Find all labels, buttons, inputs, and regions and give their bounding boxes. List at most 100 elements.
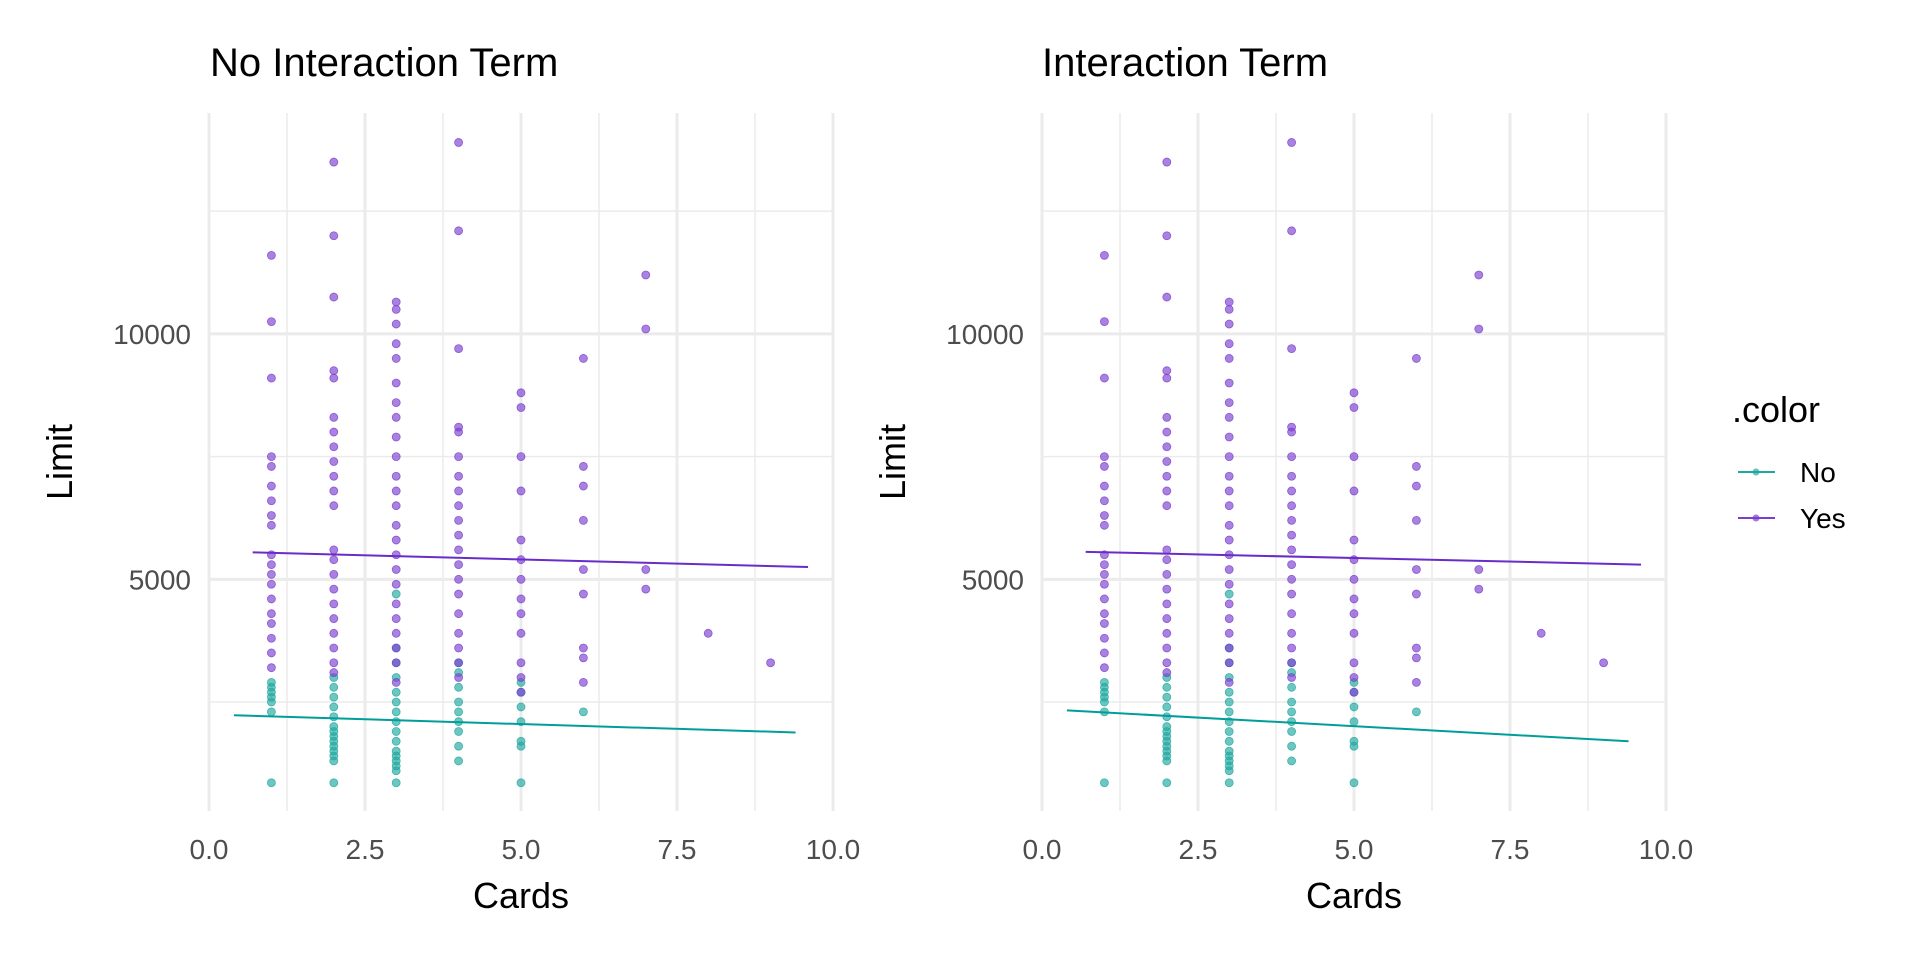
data-point-yes xyxy=(391,535,401,545)
data-point-yes xyxy=(391,579,401,589)
data-point-yes xyxy=(1100,317,1109,327)
data-point-yes xyxy=(1287,545,1296,555)
data-point-yes xyxy=(1287,643,1296,653)
data-point-yes xyxy=(1474,584,1484,594)
data-point-yes xyxy=(454,643,464,653)
x-tick-labels: 0.0 2.5 5.0 7.5 10.0 xyxy=(1023,834,1694,865)
data-point-no xyxy=(516,736,526,746)
data-point-yes xyxy=(454,138,464,147)
data-point-yes xyxy=(516,609,526,619)
data-point-yes xyxy=(266,594,276,604)
y-axis-label: Limit xyxy=(872,424,913,500)
data-point-yes xyxy=(1412,354,1421,363)
data-point-yes xyxy=(391,339,401,349)
y-tick-labels: 5000 10000 xyxy=(113,319,191,595)
data-point-no xyxy=(454,697,464,707)
data-point-yes xyxy=(454,422,464,432)
data-point-no xyxy=(329,712,339,722)
data-point-no xyxy=(1287,727,1296,736)
data-point-yes xyxy=(1162,231,1172,241)
data-point-yes xyxy=(1224,535,1234,545)
panel-title: Interaction Term xyxy=(1042,41,1328,85)
panel-no-interaction: No Interaction Term 0.0 2.5 5.0 7.5 10.0 500… xyxy=(39,41,860,916)
data-point-yes xyxy=(454,609,464,619)
data-point-yes xyxy=(454,501,464,511)
data-point-no xyxy=(1287,756,1296,766)
data-point-yes xyxy=(266,579,276,589)
data-point-yes xyxy=(1100,373,1109,383)
data-point-no xyxy=(579,707,588,717)
data-point-yes xyxy=(703,628,713,638)
data-point-yes xyxy=(1224,398,1234,408)
data-point-yes xyxy=(1349,452,1359,462)
data-point-yes xyxy=(641,565,651,574)
data-point-yes xyxy=(1287,609,1296,619)
panel-interaction: Interaction Term 0.0 2.5 5.0 7.5 10.0 5000 10… xyxy=(872,41,1693,916)
data-point-yes xyxy=(516,687,526,697)
data-point-no xyxy=(1224,746,1234,756)
y-tick-label: 10000 xyxy=(946,319,1024,350)
data-point-yes xyxy=(579,677,588,687)
data-point-no xyxy=(1162,702,1172,712)
data-point-yes xyxy=(329,643,339,653)
data-point-yes xyxy=(454,545,464,555)
x-tick-label: 0.0 xyxy=(190,834,229,865)
data-point-yes xyxy=(266,511,276,520)
data-point-yes xyxy=(391,658,401,668)
data-point-yes xyxy=(516,486,526,496)
data-point-yes xyxy=(266,619,276,628)
legend-title: .color xyxy=(1732,389,1820,430)
data-point-yes xyxy=(329,628,339,638)
data-point-no xyxy=(1412,707,1421,717)
data-point-no xyxy=(329,722,339,731)
data-point-no xyxy=(1349,717,1359,727)
data-point-yes xyxy=(329,366,339,376)
data-point-yes xyxy=(516,574,526,584)
data-point-yes xyxy=(1224,471,1234,481)
fit-line-no xyxy=(233,714,796,734)
data-point-yes xyxy=(1224,432,1234,442)
x-tick-label: 2.5 xyxy=(1179,834,1218,865)
x-tick-label: 5.0 xyxy=(502,834,541,865)
legend-item-yes: Yes xyxy=(1738,503,1846,534)
data-point-no xyxy=(1287,682,1296,692)
data-point-yes xyxy=(1224,501,1234,511)
data-point-no xyxy=(516,778,526,788)
data-point-yes xyxy=(1349,628,1359,638)
x-tick-label: 10.0 xyxy=(806,834,861,865)
data-point-yes xyxy=(391,412,401,422)
data-point-yes xyxy=(1162,292,1172,302)
data-point-yes xyxy=(1100,663,1109,673)
data-point-yes xyxy=(1162,555,1172,565)
data-point-yes xyxy=(391,614,401,623)
data-point-yes xyxy=(1224,412,1234,422)
data-point-yes xyxy=(1224,354,1234,363)
data-point-yes xyxy=(641,584,651,594)
fit-line-yes xyxy=(1085,550,1642,566)
data-point-no xyxy=(1224,727,1234,736)
data-point-yes xyxy=(329,457,339,466)
data-point-yes xyxy=(266,570,276,579)
data-point-yes xyxy=(1599,658,1608,668)
data-point-no xyxy=(1100,677,1109,687)
y-tick-labels: 5000 10000 xyxy=(946,319,1024,595)
data-point-yes xyxy=(454,471,464,481)
data-point-yes xyxy=(391,643,401,653)
data-point-yes xyxy=(516,403,526,412)
data-point-no xyxy=(454,741,464,751)
x-axis-label: Cards xyxy=(1306,875,1402,916)
data-point-yes xyxy=(579,565,588,574)
legend-key-point-yes xyxy=(1752,514,1760,522)
data-point-no xyxy=(391,707,401,717)
data-point-yes xyxy=(1287,452,1296,462)
y-tick-label: 5000 xyxy=(129,564,191,595)
data-point-yes xyxy=(579,481,588,491)
data-point-yes xyxy=(1287,138,1296,147)
legend-label-yes: Yes xyxy=(1800,503,1846,534)
data-point-yes xyxy=(1162,668,1172,677)
points xyxy=(266,138,775,788)
data-point-yes xyxy=(1162,614,1172,623)
data-point-no xyxy=(1162,682,1172,692)
data-point-no xyxy=(1287,741,1296,751)
